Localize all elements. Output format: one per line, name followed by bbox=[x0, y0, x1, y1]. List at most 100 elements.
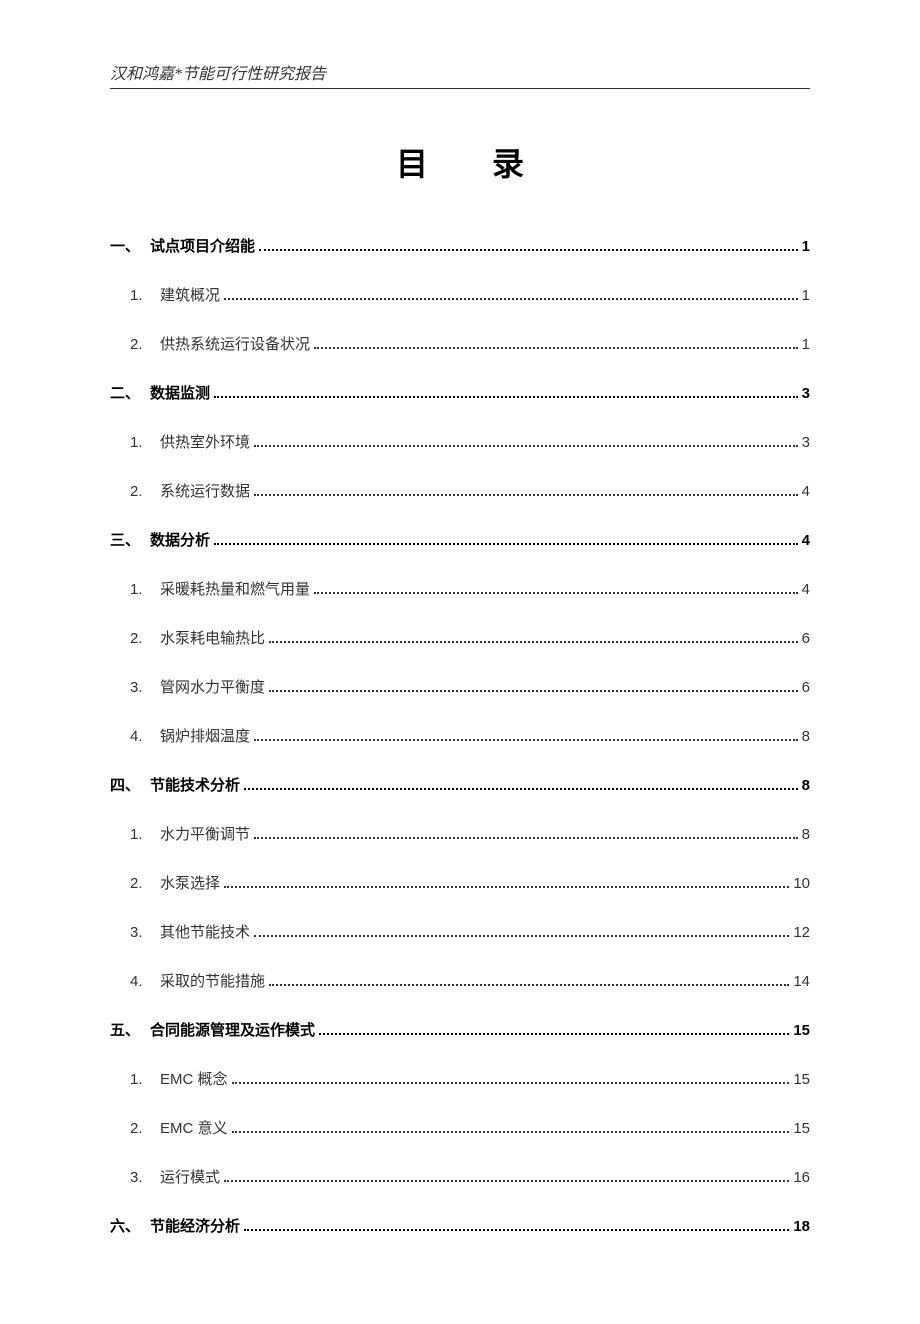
toc-leader-dots bbox=[254, 935, 789, 937]
toc-page-number: 16 bbox=[793, 1169, 810, 1186]
toc-number: 2. bbox=[130, 630, 160, 647]
toc-entry: 1.EMC 概念 15 bbox=[110, 1068, 810, 1089]
toc-number: 五、 bbox=[110, 1019, 150, 1040]
toc-leader-dots bbox=[254, 739, 798, 741]
toc-number: 一、 bbox=[110, 235, 150, 256]
toc-number: 2. bbox=[130, 1120, 160, 1137]
toc-page-number: 3 bbox=[802, 434, 810, 451]
toc-leader-dots bbox=[214, 396, 798, 398]
toc-page-number: 1 bbox=[802, 336, 810, 353]
toc-page-number: 6 bbox=[802, 630, 810, 647]
toc-entry: 五、合同能源管理及运作模式15 bbox=[110, 1019, 810, 1040]
toc-number: 1. bbox=[130, 434, 160, 451]
document-page: 汉和鸿嘉*节能可行性研究报告 目 录 一、试点项目介绍能11.建筑概况12.供热… bbox=[0, 0, 920, 1324]
toc-label: 水力平衡调节 bbox=[160, 823, 250, 844]
toc-label: 数据分析 bbox=[150, 529, 210, 550]
toc-entry: 六、节能经济分析 18 bbox=[110, 1215, 810, 1236]
toc-title: 目 录 bbox=[110, 139, 810, 185]
toc-label: 节能技术分析 bbox=[150, 774, 240, 795]
toc-entry: 2.供热系统运行设备状况 1 bbox=[110, 333, 810, 354]
toc-leader-dots bbox=[254, 494, 798, 496]
toc-page-number: 4 bbox=[802, 532, 810, 549]
toc-page-number: 1 bbox=[802, 238, 810, 255]
toc-leader-dots bbox=[269, 984, 789, 986]
toc-entry: 3.其他节能技术12 bbox=[110, 921, 810, 942]
toc-number: 六、 bbox=[110, 1215, 150, 1236]
toc-label: 节能经济分析 bbox=[150, 1215, 240, 1236]
toc-page-number: 4 bbox=[802, 483, 810, 500]
table-of-contents: 一、试点项目介绍能11.建筑概况12.供热系统运行设备状况1二、数据监测31.供… bbox=[110, 235, 810, 1264]
toc-number: 1. bbox=[130, 287, 160, 304]
toc-entry: 2.系统运行数据 4 bbox=[110, 480, 810, 501]
toc-leader-dots bbox=[224, 1180, 789, 1182]
toc-number: 1. bbox=[130, 826, 160, 843]
toc-label: 采暖耗热量和燃气用量 bbox=[160, 578, 310, 599]
toc-number: 四、 bbox=[110, 774, 150, 795]
toc-label: 水泵耗电输热比 bbox=[160, 627, 265, 648]
toc-entry: 3.运行模式 16 bbox=[110, 1166, 810, 1187]
toc-entry: 2.EMC 意义 15 bbox=[110, 1117, 810, 1138]
toc-number: 4. bbox=[130, 973, 160, 990]
toc-page-number: 8 bbox=[802, 826, 810, 843]
toc-number: 2. bbox=[130, 875, 160, 892]
toc-number: 1. bbox=[130, 1071, 160, 1088]
toc-entry: 三、数据分析 4 bbox=[110, 529, 810, 550]
toc-page-number: 3 bbox=[802, 385, 810, 402]
toc-entry: 二、数据监测3 bbox=[110, 382, 810, 403]
toc-number: 2. bbox=[130, 483, 160, 500]
toc-page-number: 6 bbox=[802, 679, 810, 696]
toc-label: EMC 概念 bbox=[160, 1068, 228, 1089]
toc-label: EMC 意义 bbox=[160, 1117, 228, 1138]
toc-number: 二、 bbox=[110, 382, 150, 403]
toc-entry: 1.水力平衡调节 8 bbox=[110, 823, 810, 844]
toc-label: 供热室外环境 bbox=[160, 431, 250, 452]
toc-page-number: 10 bbox=[793, 875, 810, 892]
toc-page-number: 15 bbox=[793, 1071, 810, 1088]
toc-entry: 1.建筑概况1 bbox=[110, 284, 810, 305]
toc-page-number: 8 bbox=[802, 728, 810, 745]
toc-leader-dots bbox=[314, 347, 798, 349]
toc-entry: 2.水泵选择 10 bbox=[110, 872, 810, 893]
toc-number: 3. bbox=[130, 1169, 160, 1186]
toc-leader-dots bbox=[314, 592, 798, 594]
toc-leader-dots bbox=[254, 837, 798, 839]
toc-number: 3. bbox=[130, 924, 160, 941]
toc-leader-dots bbox=[259, 249, 798, 251]
toc-entry: 四、节能技术分析 8 bbox=[110, 774, 810, 795]
toc-label: 供热系统运行设备状况 bbox=[160, 333, 310, 354]
toc-entry: 1.供热室外环境 3 bbox=[110, 431, 810, 452]
toc-leader-dots bbox=[224, 298, 798, 300]
toc-leader-dots bbox=[269, 690, 798, 692]
toc-number: 3. bbox=[130, 679, 160, 696]
toc-leader-dots bbox=[254, 445, 798, 447]
toc-page-number: 18 bbox=[793, 1218, 810, 1235]
toc-leader-dots bbox=[244, 1229, 789, 1231]
toc-entry: 4.锅炉排烟温度8 bbox=[110, 725, 810, 746]
toc-page-number: 8 bbox=[802, 777, 810, 794]
toc-label: 建筑概况 bbox=[160, 284, 220, 305]
toc-entry: 4.采取的节能措施 14 bbox=[110, 970, 810, 991]
toc-label: 系统运行数据 bbox=[160, 480, 250, 501]
toc-entry: 2.水泵耗电输热比 6 bbox=[110, 627, 810, 648]
toc-page-number: 15 bbox=[793, 1120, 810, 1137]
toc-number: 1. bbox=[130, 581, 160, 598]
toc-number: 2. bbox=[130, 336, 160, 353]
toc-entry: 1.采暖耗热量和燃气用量 4 bbox=[110, 578, 810, 599]
toc-label: 锅炉排烟温度 bbox=[160, 725, 250, 746]
toc-leader-dots bbox=[232, 1082, 790, 1084]
toc-number: 三、 bbox=[110, 529, 150, 550]
toc-page-number: 14 bbox=[793, 973, 810, 990]
toc-label: 水泵选择 bbox=[160, 872, 220, 893]
page-header: 汉和鸿嘉*节能可行性研究报告 bbox=[110, 60, 810, 89]
toc-leader-dots bbox=[214, 543, 798, 545]
toc-label: 合同能源管理及运作模式 bbox=[150, 1019, 315, 1040]
toc-entry: 一、试点项目介绍能 1 bbox=[110, 235, 810, 256]
toc-leader-dots bbox=[232, 1131, 790, 1133]
toc-label: 采取的节能措施 bbox=[160, 970, 265, 991]
toc-label: 试点项目介绍能 bbox=[150, 235, 255, 256]
toc-page-number: 12 bbox=[793, 924, 810, 941]
toc-page-number: 4 bbox=[802, 581, 810, 598]
toc-leader-dots bbox=[269, 641, 798, 643]
toc-leader-dots bbox=[224, 886, 789, 888]
toc-label: 运行模式 bbox=[160, 1166, 220, 1187]
